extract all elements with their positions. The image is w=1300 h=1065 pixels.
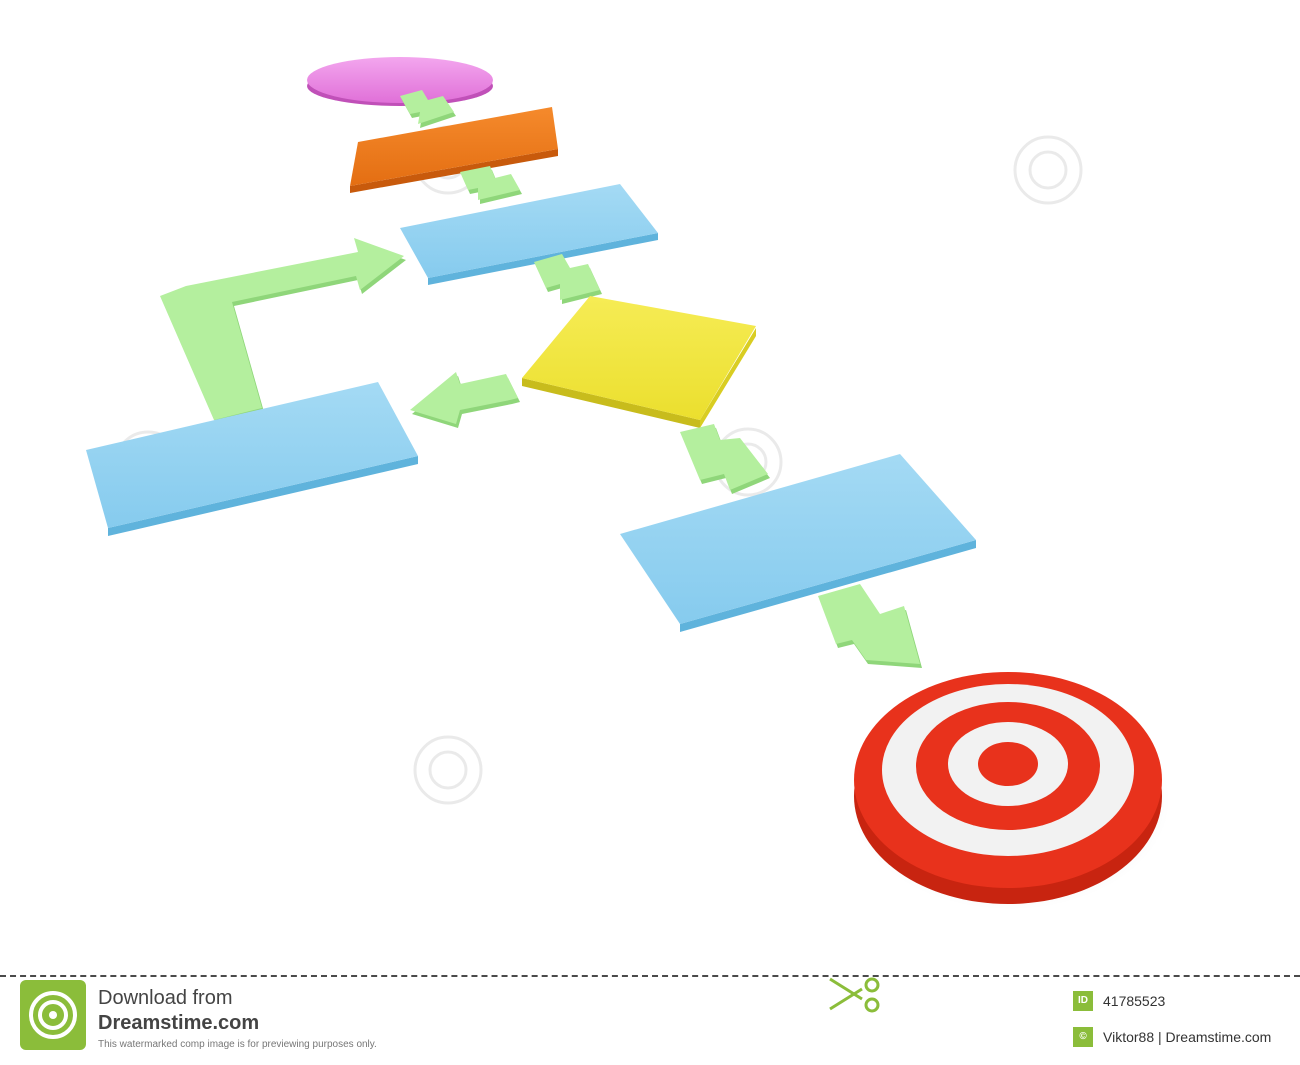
arrow-decision-to-right: [680, 424, 770, 494]
target-icon: [850, 672, 1170, 910]
watermark-footer: Download from Dreamstime.com This waterm…: [0, 977, 1300, 1065]
arrow-process-to-blue: [460, 166, 522, 204]
dreamstime-spiral-logo-icon: [20, 980, 86, 1050]
arrow-decision-to-left: [410, 372, 520, 428]
preview-note: This watermarked comp image is for previ…: [98, 1039, 377, 1050]
copyright-icon: ©: [1073, 1027, 1093, 1047]
arrow-loop-back: [160, 238, 406, 424]
cut-line: [0, 975, 1300, 977]
image-id-row: ID 41785523: [1073, 991, 1165, 1011]
image-id-value: 41785523: [1103, 993, 1166, 1009]
start-ellipse-node: [307, 57, 493, 106]
arrow-blue-to-decision: [534, 254, 602, 304]
download-from-label: Download from: [98, 987, 233, 1009]
site-name-label: Dreamstime.com: [98, 1012, 260, 1034]
credit-row: © Viktor88 | Dreamstime.com: [1073, 1027, 1271, 1047]
id-badge-icon: ID: [1073, 991, 1093, 1011]
arrow-start-to-process: [400, 90, 456, 128]
scissors-icon: [829, 977, 880, 1013]
process-blue-right-node: [620, 454, 976, 632]
process-blue-top-node: [400, 184, 658, 285]
process-blue-left-node: [86, 382, 418, 536]
flowchart-illustration: [86, 57, 1170, 910]
arrow-process-to-target: [818, 584, 922, 668]
process-orange-node: [350, 107, 558, 193]
credit-value: Viktor88 | Dreamstime.com: [1103, 1029, 1272, 1045]
decision-yellow-node: [522, 296, 756, 428]
